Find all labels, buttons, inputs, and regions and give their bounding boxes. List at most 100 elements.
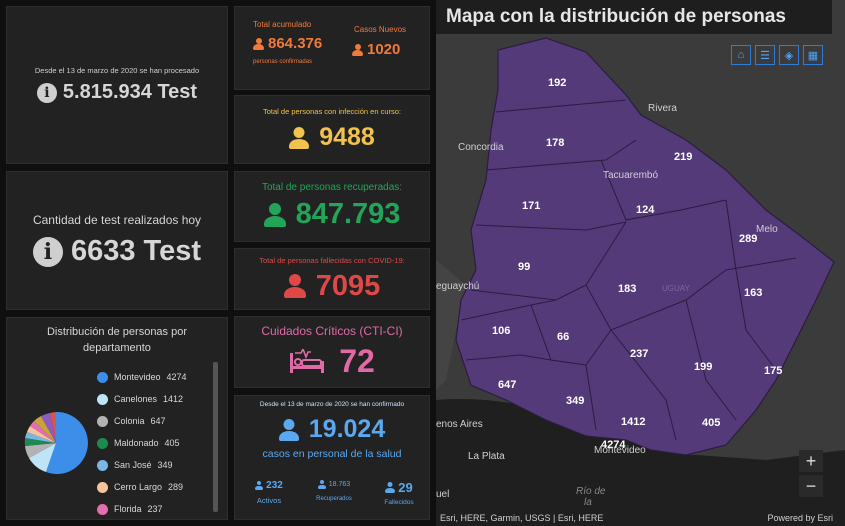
city-label: Concordia bbox=[458, 142, 504, 153]
legend-value: 289 bbox=[168, 482, 184, 492]
legend-item: San José 349 bbox=[97, 454, 207, 476]
legend-value: 349 bbox=[157, 460, 173, 470]
dept-label-san-jose: 349 bbox=[566, 395, 584, 407]
recovered-panel: Total de personas recuperadas: 847.793 bbox=[234, 171, 430, 242]
legend-name: Montevideo bbox=[114, 372, 161, 382]
total-acc-value: 864.376 bbox=[268, 35, 323, 52]
critical-panel: Cuidados Críticos (CTI-CI) 72 bbox=[234, 316, 430, 388]
critical-label: Cuidados Críticos (CTI-CI) bbox=[261, 324, 403, 338]
powered-by-esri[interactable]: Powered by Esri bbox=[767, 513, 833, 523]
dept-label-florida: 237 bbox=[630, 348, 648, 360]
person-icon bbox=[289, 126, 310, 149]
department-labels: 192 178 219 171 124 289 99 183 163 106 6… bbox=[492, 77, 782, 451]
dept-label-paysandu: 171 bbox=[522, 200, 540, 212]
city-label: Rivera bbox=[648, 103, 677, 114]
city-label: UGUAY bbox=[662, 284, 691, 293]
health-active-value: 232 bbox=[266, 480, 283, 491]
city-label: Montevideo bbox=[594, 445, 646, 456]
critical-value: 72 bbox=[339, 343, 375, 379]
info-icon: i bbox=[36, 82, 57, 103]
list-icon: ☰ bbox=[760, 49, 770, 62]
info-icon: i bbox=[32, 236, 63, 267]
legend-item: Canelones 1412 bbox=[97, 388, 207, 410]
dept-label-lavalleja: 199 bbox=[694, 361, 712, 373]
layers-button[interactable]: ◈ bbox=[779, 45, 799, 65]
in-course-panel: Total de personas con infección en curso… bbox=[234, 95, 430, 164]
person-icon bbox=[385, 482, 396, 493]
legend-dot bbox=[97, 371, 108, 383]
legend-item: Florida 237 bbox=[97, 498, 207, 520]
legend-scrollbar[interactable] bbox=[213, 362, 218, 512]
dept-label-tacuarembo: 124 bbox=[636, 204, 655, 216]
dept-label-rivera: 219 bbox=[674, 151, 692, 163]
distribution-panel: Distribución de personas por departament… bbox=[6, 317, 228, 520]
legend-name: San José bbox=[114, 460, 152, 470]
zoom-in-button[interactable]: + bbox=[799, 450, 823, 472]
city-label: Río de bbox=[576, 486, 606, 497]
person-icon bbox=[283, 274, 306, 298]
health-deceased-label: Fallecidos bbox=[384, 499, 414, 506]
dept-label-flores: 66 bbox=[557, 331, 569, 343]
legend-item: Montevideo 4274 bbox=[97, 366, 207, 388]
health-recovered-value: 18.763 bbox=[328, 481, 351, 488]
dept-label-canelones: 1412 bbox=[621, 416, 645, 428]
tests-total-panel: Desde el 13 de marzo de 2020 se han proc… bbox=[6, 6, 228, 164]
recovered-label: Total de personas recuperadas: bbox=[261, 182, 403, 193]
dept-label-rocha: 175 bbox=[764, 365, 782, 377]
map-attribution: Esri, HERE, Garmin, USGS | Esri, HERE bbox=[440, 513, 604, 523]
dept-label-maldonado: 405 bbox=[702, 417, 720, 429]
layers-icon: ◈ bbox=[784, 49, 794, 62]
health-value: 19.024 bbox=[308, 415, 386, 443]
legend-value: 1412 bbox=[163, 394, 184, 404]
new-cases-label: Casos Nuevos bbox=[354, 25, 407, 34]
legend-dot bbox=[97, 415, 108, 427]
recovered-value: 847.793 bbox=[295, 198, 401, 230]
dept-label-montevideo: 4274 bbox=[601, 439, 626, 451]
health-staff-panel: Desde el 13 de marzo de 2020 se han conf… bbox=[234, 395, 430, 520]
legend-item: Maldonado 405 bbox=[97, 432, 207, 454]
person-icon bbox=[278, 418, 299, 441]
legend-item: Cerro Largo 289 bbox=[97, 476, 207, 498]
home-button[interactable]: ⌂ bbox=[731, 45, 751, 65]
dept-label-rio-negro: 99 bbox=[518, 261, 530, 273]
legend-item: Colonia 647 bbox=[97, 410, 207, 432]
zoom-out-button[interactable]: − bbox=[799, 475, 823, 497]
dept-label-durazno: 183 bbox=[618, 283, 636, 295]
map-canvas[interactable]: 192 178 219 171 124 289 99 183 163 106 6… bbox=[436, 0, 845, 526]
map-panel[interactable]: 192 178 219 171 124 289 99 183 163 106 6… bbox=[436, 0, 845, 526]
city-label: Melo bbox=[756, 224, 778, 235]
zoom-controls: + − bbox=[799, 450, 823, 497]
hospital-bed-icon bbox=[290, 348, 325, 373]
total-acc-sub: personas confirmadas bbox=[253, 59, 313, 65]
legend-value: 237 bbox=[147, 504, 163, 514]
total-acc-label: Total acumulado bbox=[253, 20, 312, 29]
health-active-label: Activos bbox=[256, 496, 282, 505]
deceased-panel: Total de personas fallecidas con COVID-1… bbox=[234, 248, 430, 310]
legend-button[interactable]: ☰ bbox=[755, 45, 775, 65]
deceased-value: 7095 bbox=[315, 269, 381, 302]
person-icon bbox=[317, 480, 326, 489]
in-course-label: Total de personas con infección en curso… bbox=[263, 107, 401, 116]
person-icon bbox=[263, 202, 286, 227]
city-label: eguaychú bbox=[436, 281, 479, 292]
health-since: Desde el 13 de marzo de 2020 se han conf… bbox=[259, 401, 405, 408]
legend-name: Colonia bbox=[114, 416, 145, 426]
legend-name: Canelones bbox=[114, 394, 158, 404]
dept-label-salto: 178 bbox=[546, 137, 564, 149]
home-icon: ⌂ bbox=[737, 49, 745, 61]
legend-value: 405 bbox=[164, 438, 180, 448]
city-label: uel bbox=[436, 489, 449, 500]
legend-dot bbox=[97, 437, 108, 449]
dept-label-soriano: 106 bbox=[492, 325, 510, 337]
grid-icon: ▦ bbox=[807, 49, 819, 62]
legend-value: 4274 bbox=[166, 372, 187, 382]
distribution-pie-chart bbox=[24, 411, 88, 474]
city-label: enos Aires bbox=[436, 419, 483, 430]
new-cases-value: 1020 bbox=[367, 41, 401, 58]
legend-value: 647 bbox=[150, 416, 166, 426]
legend-dot bbox=[97, 503, 108, 515]
health-sub: casos en personal de la salud bbox=[262, 448, 402, 460]
basemap-button[interactable]: ▦ bbox=[803, 45, 823, 65]
tests-today-panel: Cantidad de test realizados hoy i 6633 T… bbox=[6, 171, 228, 310]
map-title-bar: Mapa con la distribución de personas bbox=[436, 0, 832, 34]
